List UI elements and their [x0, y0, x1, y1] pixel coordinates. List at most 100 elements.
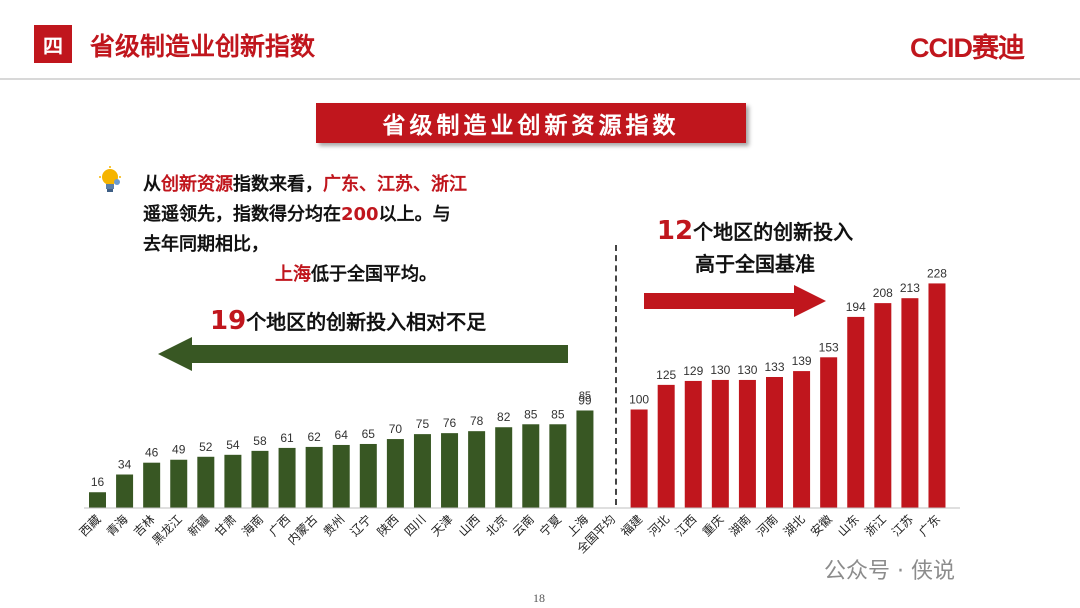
data-label: 85 — [524, 407, 538, 421]
right-arrow-icon — [644, 285, 826, 317]
category-label: 河南 — [753, 512, 781, 540]
header-divider — [0, 78, 1080, 80]
insight-highlight: 200 — [341, 204, 379, 225]
bar — [143, 462, 161, 508]
bar — [305, 446, 323, 508]
category-label: 四川 — [402, 512, 429, 539]
bar — [847, 316, 865, 508]
bar — [170, 459, 188, 508]
data-label: 75 — [416, 417, 430, 431]
left-arrow-icon — [158, 337, 568, 371]
bar — [89, 492, 106, 508]
category-label: 安徽 — [807, 512, 835, 540]
bar — [224, 454, 242, 508]
data-label: 228 — [927, 266, 947, 280]
insight-text-part: 以上。与去年同期相比， — [143, 204, 451, 255]
data-label: 65 — [362, 427, 376, 441]
bar — [766, 376, 783, 508]
insight-text-part: 低于全国平均。 — [311, 264, 437, 285]
insight-highlight: 上海 — [275, 264, 311, 285]
insight-text-part: 遥遥领先，指数得分均在 — [143, 204, 341, 225]
data-label: 62 — [307, 430, 321, 444]
category-label: 重庆 — [700, 512, 727, 539]
data-label: 78 — [470, 414, 484, 428]
bar — [468, 431, 486, 508]
insight-highlight: 广东、江苏、浙江 — [323, 174, 467, 195]
data-label: 46 — [145, 446, 159, 460]
bar — [332, 444, 350, 508]
data-label: 130 — [710, 363, 730, 377]
category-label: 宁夏 — [536, 512, 564, 540]
bar — [549, 424, 567, 508]
bar — [684, 380, 702, 508]
insight-highlight: 创新资源 — [161, 174, 233, 195]
insight-text-part: 从 — [143, 174, 161, 195]
watermark: 公众号 · 侠说 — [824, 559, 955, 584]
data-label: 129 — [683, 364, 703, 378]
bar — [657, 384, 675, 508]
bar — [116, 474, 134, 508]
category-label: 内蒙古 — [284, 512, 320, 548]
category-label: 贵州 — [320, 512, 347, 539]
ccid-logo: CCID赛迪 — [910, 33, 1025, 63]
data-label: 76 — [443, 416, 457, 430]
chart-title-banner: 省级制造业创新资源指数 — [316, 103, 746, 143]
category-label: 天津 — [429, 512, 456, 539]
baseline-separator — [615, 245, 617, 505]
category-label: 山西 — [456, 512, 483, 539]
data-label: 213 — [900, 281, 920, 295]
data-label: 133 — [764, 360, 784, 374]
bar — [359, 443, 377, 508]
data-label: 100 — [629, 393, 649, 407]
page-number: 18 — [533, 591, 545, 605]
data-label: 54 — [226, 438, 240, 452]
bar — [738, 379, 756, 508]
bar — [576, 410, 594, 508]
data-label: 61 — [280, 431, 294, 445]
category-label: 湖北 — [780, 512, 808, 540]
above-caption-line2: 高于全国基准 — [695, 252, 815, 276]
category-label: 新疆 — [184, 512, 212, 540]
bar — [793, 371, 811, 508]
below-baseline-caption: 19个地区的创新投入相对不足 — [210, 306, 486, 336]
category-label: 山东 — [835, 512, 862, 539]
category-label: 黑龙江 — [149, 512, 184, 547]
data-label: 58 — [253, 434, 267, 448]
data-label: 99 — [578, 393, 592, 407]
category-label: 甘肃 — [212, 512, 239, 539]
data-label: 130 — [737, 363, 757, 377]
bar — [197, 456, 215, 508]
bar — [901, 298, 919, 508]
category-label: 广东 — [916, 512, 943, 539]
category-label: 辽宁 — [347, 512, 375, 540]
data-label: 194 — [846, 300, 866, 314]
category-label: 陕西 — [374, 512, 402, 540]
data-label: 125 — [656, 368, 676, 382]
bar — [874, 303, 892, 508]
category-label: 湖南 — [726, 512, 754, 540]
data-label: 34 — [118, 458, 132, 472]
data-label: 16 — [91, 475, 105, 489]
bar — [522, 424, 540, 508]
category-label: 云南 — [509, 512, 537, 540]
category-label: 西藏 — [77, 512, 104, 539]
data-label: 85 — [551, 407, 565, 421]
data-label: 139 — [792, 354, 812, 368]
page-title: 省级制造业创新指数 — [90, 32, 316, 61]
bar — [251, 450, 269, 508]
bar — [928, 283, 946, 508]
bar — [630, 409, 648, 508]
category-label: 福建 — [618, 512, 646, 540]
data-label: 49 — [172, 443, 186, 457]
insight-text-part: 指数来看， — [233, 174, 323, 195]
bar — [413, 434, 431, 508]
data-label: 82 — [497, 410, 511, 424]
category-label: 河北 — [645, 512, 672, 539]
below-count: 19 — [210, 306, 247, 336]
data-label: 52 — [199, 440, 213, 454]
section-badge: 四 — [34, 25, 72, 63]
bar — [386, 439, 404, 508]
above-count: 12 — [656, 216, 694, 246]
above-caption-line1: 个地区的创新投入 — [693, 220, 854, 244]
